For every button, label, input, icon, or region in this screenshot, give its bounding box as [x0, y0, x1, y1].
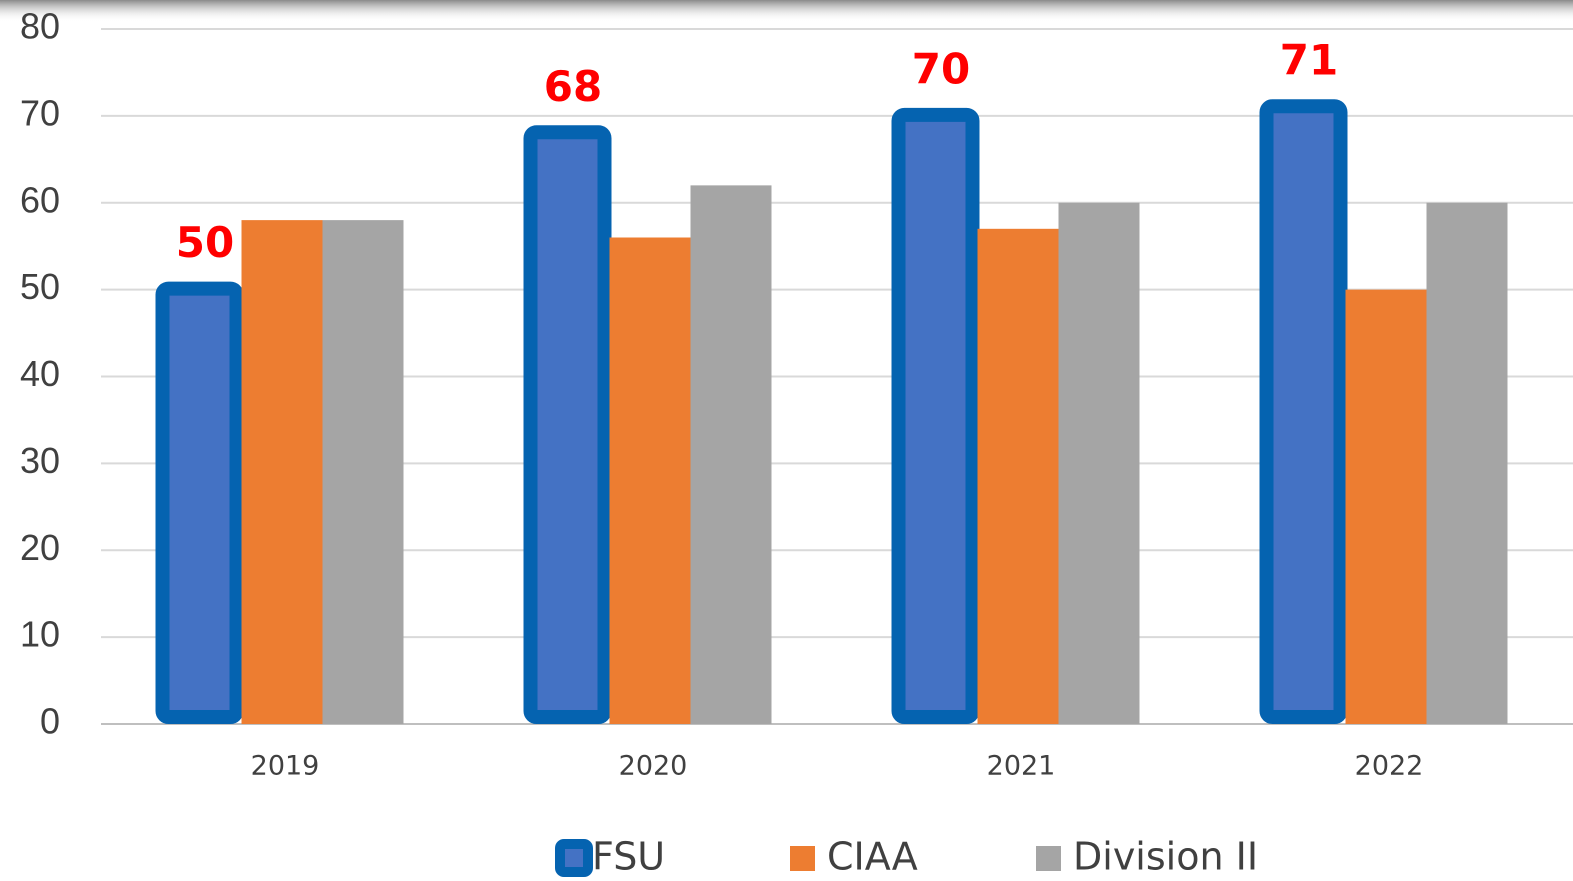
bar — [1426, 202, 1508, 724]
x-tick-label: 2022 — [1355, 751, 1424, 782]
x-tick-label: 2019 — [251, 751, 320, 782]
y-tick-label: 10 — [20, 614, 60, 655]
data-label: 70 — [912, 44, 970, 93]
y-tick-label: 40 — [20, 353, 60, 394]
bar — [891, 107, 980, 724]
top-shadow — [0, 0, 1573, 22]
bar — [1259, 99, 1348, 724]
legend-swatch — [790, 846, 815, 871]
bar — [690, 185, 772, 724]
bar — [241, 220, 323, 724]
bar — [155, 281, 244, 724]
bar — [523, 125, 612, 724]
legend-label: FSU — [592, 835, 665, 879]
y-tick-label: 60 — [20, 179, 60, 220]
data-label: 68 — [544, 62, 602, 111]
legend-swatch — [555, 839, 593, 877]
y-tick-label: 30 — [20, 440, 60, 481]
legend-label: Division II — [1073, 835, 1258, 879]
legend-label: CIAA — [827, 835, 918, 879]
bar — [977, 228, 1059, 724]
x-tick-label: 2020 — [619, 751, 688, 782]
bar — [1058, 202, 1140, 724]
x-tick-label: 2021 — [987, 751, 1056, 782]
y-tick-label: 70 — [20, 92, 60, 133]
y-tick-label: 80 — [20, 6, 60, 47]
bar — [322, 220, 404, 724]
data-label: 50 — [176, 218, 234, 267]
bar — [609, 237, 691, 724]
y-tick-label: 50 — [20, 266, 60, 307]
data-label: 71 — [1280, 36, 1338, 85]
legend-swatch — [1036, 846, 1061, 871]
y-tick-label: 0 — [40, 701, 60, 742]
bar — [1345, 289, 1427, 724]
y-tick-label: 20 — [20, 527, 60, 568]
